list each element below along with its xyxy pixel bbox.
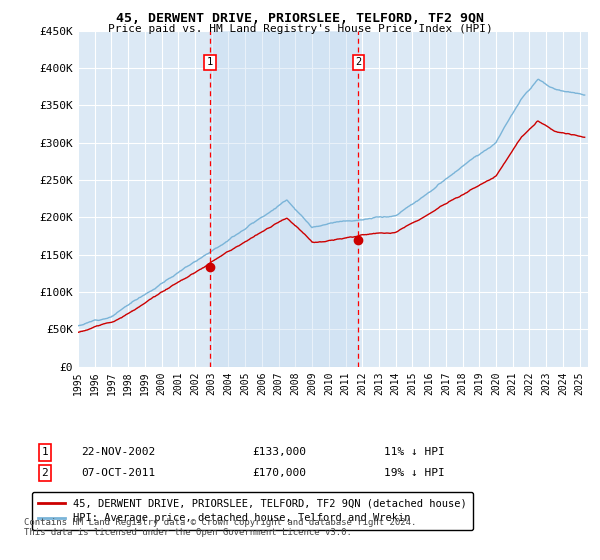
Text: 11% ↓ HPI: 11% ↓ HPI bbox=[384, 447, 445, 458]
Text: Price paid vs. HM Land Registry's House Price Index (HPI): Price paid vs. HM Land Registry's House … bbox=[107, 24, 493, 34]
Text: 07-OCT-2011: 07-OCT-2011 bbox=[81, 468, 155, 478]
Text: 22-NOV-2002: 22-NOV-2002 bbox=[81, 447, 155, 458]
Text: 1: 1 bbox=[41, 447, 49, 458]
Legend: 45, DERWENT DRIVE, PRIORSLEE, TELFORD, TF2 9QN (detached house), HPI: Average pr: 45, DERWENT DRIVE, PRIORSLEE, TELFORD, T… bbox=[32, 492, 473, 530]
Text: £133,000: £133,000 bbox=[252, 447, 306, 458]
Text: 1: 1 bbox=[207, 57, 213, 67]
Text: 45, DERWENT DRIVE, PRIORSLEE, TELFORD, TF2 9QN: 45, DERWENT DRIVE, PRIORSLEE, TELFORD, T… bbox=[116, 12, 484, 25]
Text: Contains HM Land Registry data © Crown copyright and database right 2024.
This d: Contains HM Land Registry data © Crown c… bbox=[24, 518, 416, 538]
Text: 2: 2 bbox=[355, 57, 362, 67]
Bar bbox=[210, 31, 358, 367]
Text: £170,000: £170,000 bbox=[252, 468, 306, 478]
Text: 19% ↓ HPI: 19% ↓ HPI bbox=[384, 468, 445, 478]
Text: 2: 2 bbox=[41, 468, 49, 478]
